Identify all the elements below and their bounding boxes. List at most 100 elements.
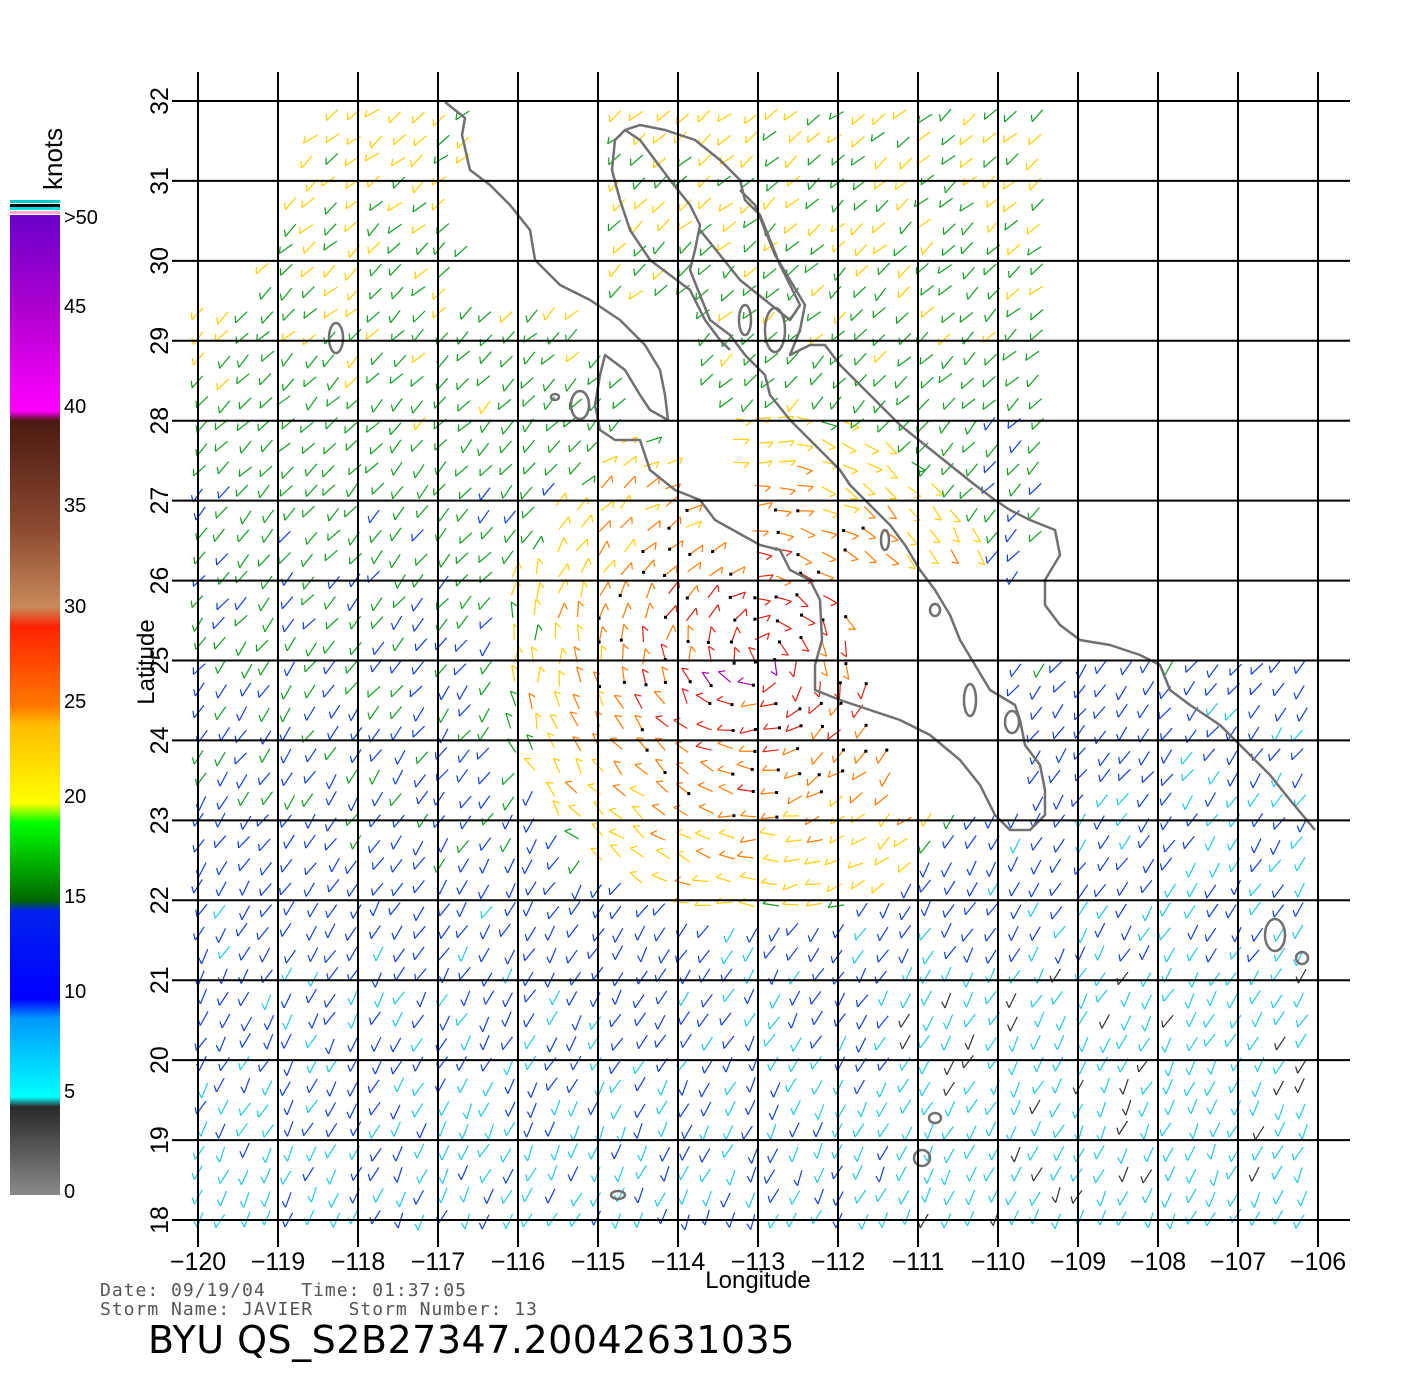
wind-barb-flag	[678, 1198, 683, 1205]
wind-barb-flag	[737, 784, 744, 790]
wind-barb-flag	[1030, 1043, 1034, 1051]
wind-barb-flag	[963, 822, 967, 830]
wind-barb-flag	[191, 358, 195, 366]
wind-barb	[636, 1123, 643, 1139]
wind-barb	[770, 1123, 777, 1140]
wind-barb	[599, 581, 609, 596]
wind-barb	[613, 1144, 622, 1160]
wind-barb	[856, 264, 869, 277]
wind-barb-flag	[260, 582, 264, 590]
wind-barb	[303, 241, 316, 254]
wind-barb	[1250, 883, 1262, 897]
wind-barb	[344, 505, 358, 518]
wind-barb	[414, 417, 426, 431]
wind-barb-flag	[1225, 1172, 1229, 1180]
wind-barb-flag	[1143, 1155, 1148, 1163]
wind-barb-flag	[741, 1132, 745, 1140]
wind-barb	[1253, 838, 1262, 854]
wind-barb-flag	[1029, 933, 1033, 941]
wind-barb	[1007, 509, 1020, 523]
wind-barb	[260, 286, 272, 300]
wind-barb	[218, 1036, 226, 1052]
wind-barb-flag	[213, 911, 216, 919]
wind-barb-flag	[1120, 1000, 1125, 1007]
wind-barb-flag	[1163, 955, 1167, 963]
wind-barb	[456, 350, 470, 362]
wind-barb	[281, 596, 294, 610]
wind-barb	[877, 749, 888, 764]
rain-flag-marker	[708, 702, 712, 705]
wind-barb	[1229, 772, 1239, 787]
wind-barb-flag	[788, 1064, 792, 1072]
wind-barb	[193, 464, 207, 477]
wind-barb	[622, 643, 624, 660]
wind-barb-flag	[983, 1174, 987, 1182]
wind-barb	[1166, 883, 1176, 898]
wind-barb	[526, 309, 538, 323]
wind-barb	[479, 726, 490, 741]
wind-barb	[806, 839, 823, 843]
wind-barb	[285, 834, 295, 849]
wind-barb	[987, 949, 997, 964]
wind-barb-flag	[392, 1154, 397, 1162]
rain-flag-marker	[688, 552, 692, 556]
wind-barb	[306, 1210, 315, 1226]
wind-barb-flag	[456, 692, 460, 700]
wind-barb	[502, 837, 512, 853]
wind-barb-flag	[279, 929, 283, 937]
wind-barb	[822, 619, 828, 636]
wind-barb	[901, 948, 909, 964]
wind-barb-flag	[391, 292, 393, 300]
wind-barb	[242, 1142, 250, 1158]
wind-barb-flag	[528, 692, 536, 698]
wind-barb	[871, 882, 885, 894]
wind-barb	[411, 439, 424, 452]
wind-barb-flag	[280, 1177, 284, 1185]
wind-barb-flag	[239, 446, 242, 454]
wind-barb	[681, 667, 691, 683]
wind-barb-flag	[263, 1042, 268, 1050]
wind-barb-flag	[390, 1067, 394, 1075]
wind-barb	[240, 1170, 249, 1186]
wind-barb	[665, 624, 674, 641]
wind-barb-flag	[235, 929, 239, 937]
wind-barb-flag	[587, 783, 595, 786]
wind-barb	[1297, 882, 1305, 898]
wind-barb-flag	[1051, 1222, 1056, 1230]
wind-barb-flag	[572, 693, 580, 698]
wind-barb	[877, 1015, 889, 1029]
wind-barb-flag	[809, 378, 812, 386]
wind-barb	[1188, 882, 1198, 898]
wind-barb-flag	[324, 843, 327, 851]
wind-barb-flag	[1140, 1087, 1144, 1095]
wind-barb-flag	[539, 582, 545, 589]
wind-barb-flag	[1093, 690, 1097, 698]
wind-barb	[214, 905, 226, 919]
wind-barb	[329, 1081, 337, 1097]
wind-barb-flag	[1226, 1130, 1230, 1138]
wind-barb-flag	[1205, 955, 1209, 963]
wind-barb	[900, 1190, 910, 1205]
wind-barb-flag	[951, 561, 959, 565]
wind-barb	[614, 1213, 622, 1229]
wind-barb-flag	[347, 1064, 351, 1072]
wind-barb	[938, 372, 953, 384]
wind-barb-flag	[391, 932, 395, 940]
wind-barb-flag	[238, 1108, 242, 1116]
wind-barb	[372, 882, 384, 896]
wind-barb	[263, 509, 275, 524]
wind-barb	[414, 946, 425, 961]
wind-barb-flag	[852, 535, 859, 540]
wind-barb	[309, 902, 319, 918]
wind-barb	[1097, 945, 1105, 961]
wind-barb-flag	[739, 836, 745, 843]
wind-barb	[413, 135, 427, 147]
wind-barb-flag	[1248, 889, 1252, 897]
wind-barb	[636, 1076, 646, 1092]
wind-barb	[259, 484, 270, 499]
wind-barb	[364, 152, 380, 162]
wind-barb	[879, 1123, 889, 1138]
wind-barb-flag	[701, 1043, 705, 1051]
wind-barb	[685, 520, 702, 528]
wind-barb-flag	[393, 1221, 399, 1229]
